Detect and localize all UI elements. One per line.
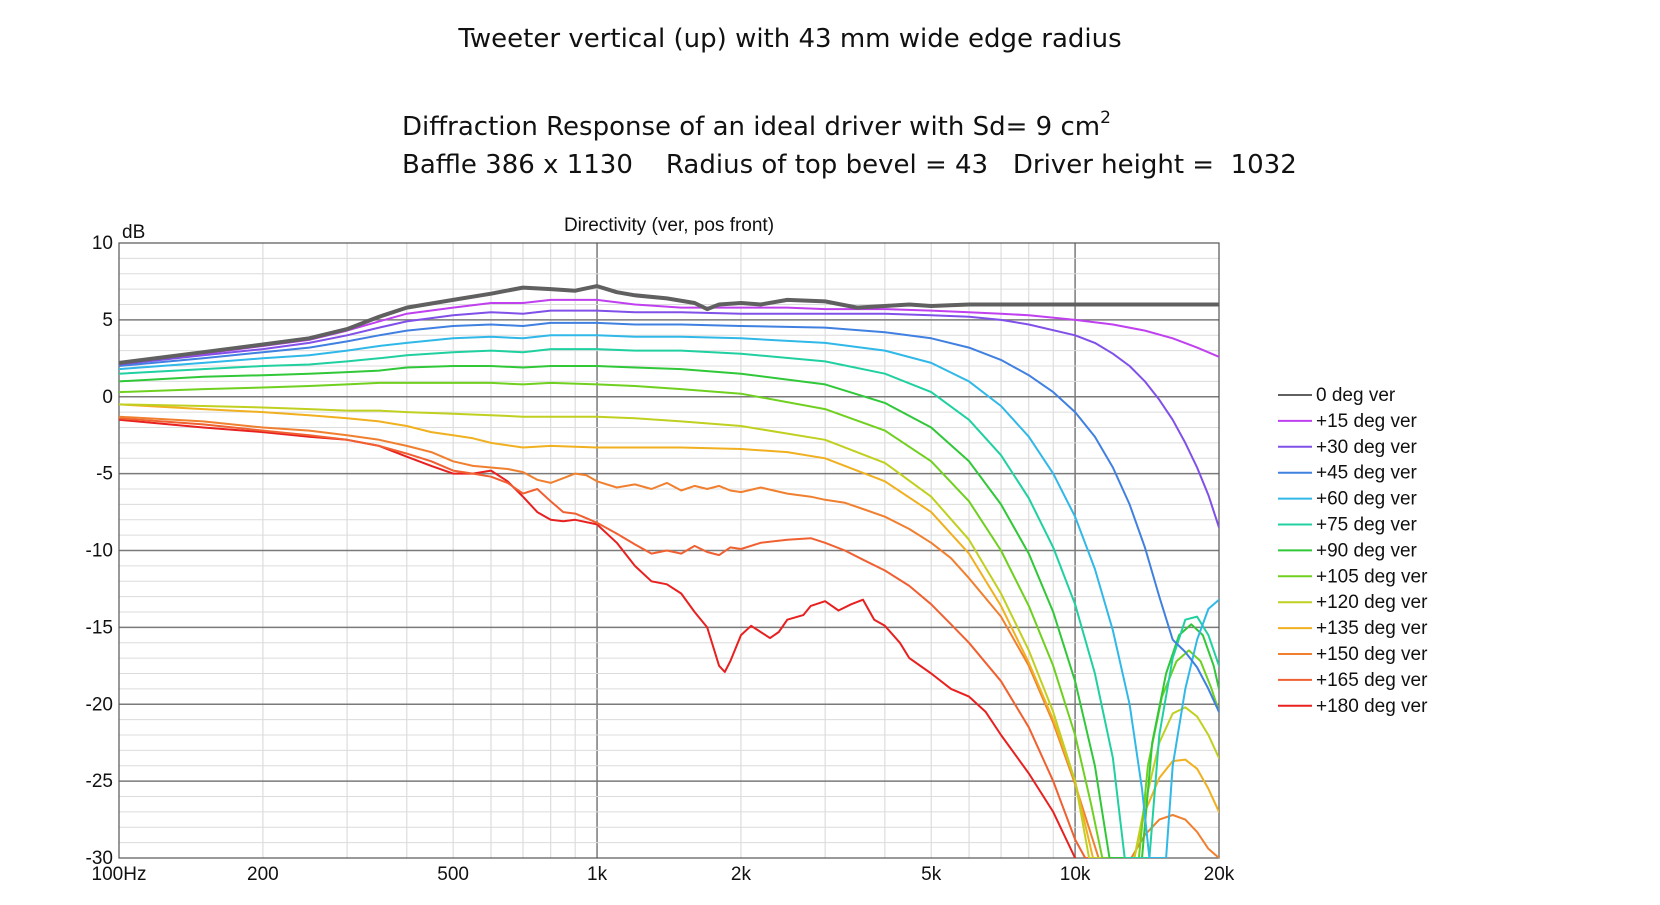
x-tick-label: 1k: [587, 864, 608, 885]
slide-title: Tweeter vertical (up) with 43 mm wide ed…: [458, 24, 1122, 54]
legend-label: +165 deg ver: [1316, 670, 1428, 691]
legend-label: +15 deg ver: [1316, 411, 1418, 432]
y-tick-label: -25: [86, 771, 113, 792]
subtitle-line-2: Baffle 386 x 1130 Radius of top bevel = …: [402, 150, 1297, 180]
y-tick-label: -30: [86, 848, 113, 869]
legend-label: 0 deg ver: [1316, 385, 1396, 406]
y-tick-label: 5: [102, 310, 113, 331]
series-line-75-deg-ver: [119, 348, 1219, 858]
series-line-60-deg-ver: [119, 334, 1219, 858]
series-line-105-deg-ver: [119, 381, 1219, 858]
legend-label: +105 deg ver: [1316, 566, 1428, 587]
chart-title: Directivity (ver, pos front): [564, 215, 774, 236]
subtitle-line-1: Diffraction Response of an ideal driver …: [402, 108, 1111, 142]
subtitle-line-1-text: Diffraction Response of an ideal driver …: [402, 112, 1101, 142]
series-line-165-deg-ver: [119, 417, 1125, 858]
series-lines: [119, 284, 1219, 858]
series-line-0-deg-ver: [119, 284, 1219, 365]
y-tick-label: 0: [102, 387, 113, 408]
legend-label: +180 deg ver: [1316, 696, 1428, 717]
superscript-2: 2: [1100, 108, 1111, 128]
legend-label: +120 deg ver: [1316, 592, 1428, 613]
legend-label: +30 deg ver: [1316, 437, 1418, 458]
x-tick-label: 5k: [921, 864, 942, 885]
legend: 0 deg ver +15 deg ver +30 deg ver +45 deg v…: [1278, 385, 1428, 717]
series-line-90-deg-ver: [119, 365, 1219, 858]
x-tick-label: 100Hz: [92, 864, 147, 885]
y-tick-label: 10: [92, 233, 113, 254]
y-tick-label: -5: [96, 464, 113, 485]
legend-label: +75 deg ver: [1316, 515, 1418, 536]
y-tick-labels: 10 5 0 -5 -10 -15 -20 -25 -30: [86, 233, 113, 869]
series-line-150-deg-ver: [119, 415, 1219, 858]
plot-frame: [118, 242, 1220, 859]
x-tick-label: 500: [437, 864, 469, 885]
x-tick-label: 20k: [1204, 864, 1235, 885]
grid: [119, 243, 1219, 858]
series-line-135-deg-ver: [119, 403, 1219, 858]
series-line-30-deg-ver: [119, 309, 1219, 529]
x-tick-label: 200: [247, 864, 279, 885]
legend-label: +45 deg ver: [1316, 463, 1418, 484]
x-tick-label: 10k: [1060, 864, 1091, 885]
legend-label: +60 deg ver: [1316, 489, 1418, 510]
series-line-180-deg-ver: [119, 418, 1077, 858]
x-tick-labels: 100Hz 200 500 1k 2k 5k 10k 20k: [92, 864, 1235, 885]
legend-label: +90 deg ver: [1316, 540, 1418, 561]
series-line-120-deg-ver: [119, 403, 1219, 858]
y-axis-unit: dB: [122, 222, 145, 243]
y-tick-label: -10: [86, 541, 113, 562]
y-tick-label: -20: [86, 694, 113, 715]
legend-label: +135 deg ver: [1316, 618, 1428, 639]
legend-label: +150 deg ver: [1316, 644, 1428, 665]
y-tick-label: -15: [86, 617, 113, 638]
series-line-45-deg-ver: [119, 321, 1219, 713]
x-tick-label: 2k: [731, 864, 752, 885]
